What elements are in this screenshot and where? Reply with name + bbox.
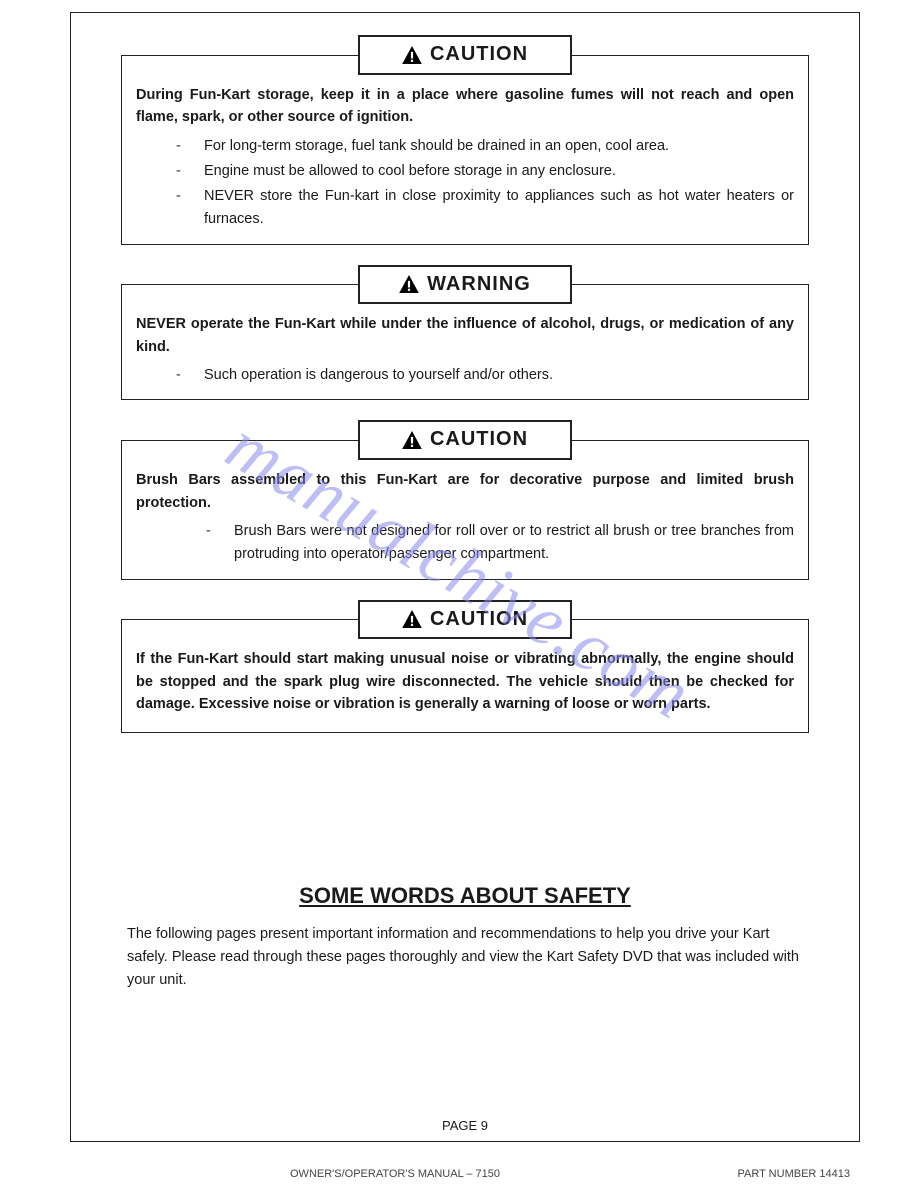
safety-section-title: SOME WORDS ABOUT SAFETY — [121, 883, 809, 909]
list-item: Such operation is dangerous to yourself … — [176, 364, 794, 387]
footer-manual-id: OWNER'S/OPERATOR'S MANUAL – 7150 — [290, 1168, 500, 1180]
caution-label: CAUTION — [430, 43, 528, 66]
caution-list: Brush Bars were not designed for roll ov… — [136, 520, 794, 566]
caution-box-storage: CAUTION During Fun-Kart storage, keep it… — [121, 35, 809, 245]
warning-lead: NEVER operate the Fun-Kart while under t… — [136, 313, 794, 358]
warning-label: WARNING — [427, 273, 531, 296]
list-item: Brush Bars were not designed for roll ov… — [206, 520, 794, 566]
page-footer: OWNER'S/OPERATOR'S MANUAL – 7150 PART NU… — [70, 1168, 860, 1180]
caution-box-brushbars: CAUTION Brush Bars assembled to this Fun… — [121, 420, 809, 579]
caution-label: CAUTION — [430, 608, 528, 631]
caution-header: CAUTION — [358, 35, 572, 75]
page-number: PAGE 9 — [71, 1118, 859, 1133]
warning-box-influence: WARNING NEVER operate the Fun-Kart while… — [121, 265, 809, 401]
caution-body: During Fun-Kart storage, keep it in a pl… — [121, 55, 809, 245]
caution-lead: During Fun-Kart storage, keep it in a pl… — [136, 84, 794, 129]
list-item: For long-term storage, fuel tank should … — [176, 135, 794, 158]
caution-header: CAUTION — [358, 420, 572, 460]
warning-triangle-icon — [402, 46, 422, 64]
warning-triangle-icon — [402, 610, 422, 628]
caution-list: For long-term storage, fuel tank should … — [136, 135, 794, 232]
footer-part-number: PART NUMBER 14413 — [738, 1168, 851, 1180]
caution-body: Brush Bars assembled to this Fun-Kart ar… — [121, 440, 809, 579]
safety-section-body: The following pages present important in… — [127, 923, 803, 993]
warning-triangle-icon — [399, 275, 419, 293]
page-frame: CAUTION During Fun-Kart storage, keep it… — [70, 12, 860, 1142]
warning-triangle-icon — [402, 431, 422, 449]
list-item: Engine must be allowed to cool before st… — [176, 160, 794, 183]
caution-lead: Brush Bars assembled to this Fun-Kart ar… — [136, 469, 794, 514]
caution-box-noise: CAUTION If the Fun-Kart should start mak… — [121, 600, 809, 733]
warning-header: WARNING — [358, 265, 572, 305]
list-item: NEVER store the Fun-kart in close proxim… — [176, 185, 794, 231]
caution-header: CAUTION — [358, 600, 572, 640]
caution-lead: If the Fun-Kart should start making unus… — [136, 648, 794, 715]
warning-list: Such operation is dangerous to yourself … — [136, 364, 794, 387]
caution-label: CAUTION — [430, 428, 528, 451]
